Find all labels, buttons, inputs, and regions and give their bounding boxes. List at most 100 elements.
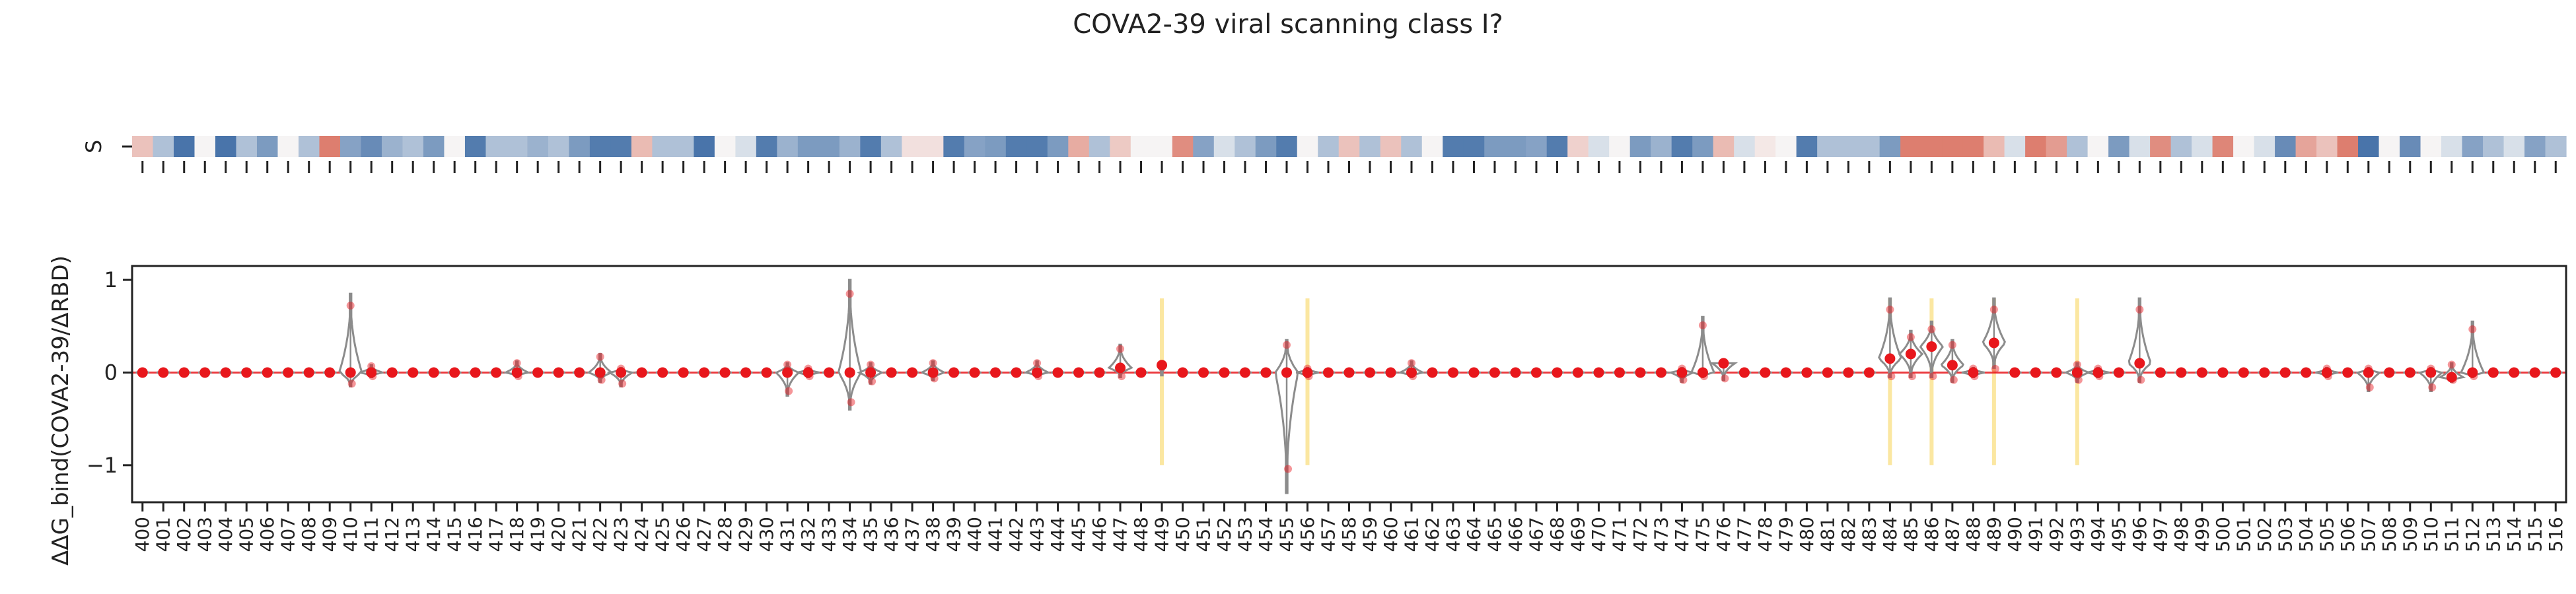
median-point-458 — [1343, 367, 1355, 378]
median-point-415 — [449, 367, 460, 378]
point-high-411 — [367, 362, 376, 370]
heatmap-cell-459 — [1359, 136, 1381, 157]
heatmap-cell-411 — [361, 136, 382, 157]
median-point-401 — [158, 367, 169, 378]
heatmap-cell-510 — [2420, 136, 2442, 157]
heatmap-cell-516 — [2545, 136, 2567, 157]
median-point-455 — [1281, 367, 1293, 378]
median-point-461 — [1406, 367, 1417, 378]
x-tick-label-473: 473 — [1650, 517, 1672, 552]
median-point-448 — [1135, 367, 1147, 378]
point-low-494 — [2095, 372, 2104, 381]
x-tick-label-495: 495 — [2108, 517, 2129, 552]
heatmap-cell-409 — [319, 136, 341, 157]
heatmap-cell-429 — [735, 136, 757, 157]
heatmap-cell-505 — [2316, 136, 2338, 157]
x-tick-label-511: 511 — [2441, 517, 2462, 552]
point-low-461 — [1408, 372, 1417, 381]
median-point-479 — [1780, 367, 1791, 378]
x-tick-label-408: 408 — [298, 517, 320, 552]
heatmap-cell-444 — [1047, 136, 1069, 157]
x-tick-label-446: 446 — [1089, 517, 1110, 552]
median-point-503 — [2279, 367, 2291, 378]
point-low-489 — [1991, 364, 1999, 373]
point-low-447 — [1118, 372, 1126, 381]
x-tick-label-448: 448 — [1130, 517, 1152, 552]
median-point-493 — [2071, 367, 2083, 378]
heatmap-cell-457 — [1318, 136, 1340, 157]
x-tick-label-443: 443 — [1026, 517, 1048, 552]
point-low-486 — [1929, 372, 1937, 381]
heatmap-cell-418 — [506, 136, 528, 157]
median-point-496 — [2134, 358, 2145, 369]
median-point-510 — [2425, 367, 2437, 378]
x-tick-label-400: 400 — [131, 517, 153, 552]
heatmap-cell-406 — [256, 136, 279, 157]
x-tick-label-482: 482 — [1838, 517, 1859, 552]
x-tick-label-464: 464 — [1463, 517, 1485, 552]
median-point-433 — [824, 367, 835, 378]
point-high-489 — [1989, 305, 1998, 314]
x-tick-label-423: 423 — [610, 517, 632, 552]
x-tick-label-429: 429 — [735, 517, 757, 552]
heatmap-cell-440 — [964, 136, 985, 157]
x-tick-label-407: 407 — [277, 517, 299, 552]
point-low-511 — [2449, 376, 2457, 384]
median-point-446 — [1094, 367, 1105, 378]
median-point-457 — [1323, 367, 1334, 378]
x-tick-label-454: 454 — [1255, 517, 1277, 552]
point-high-484 — [1886, 305, 1894, 314]
median-point-421 — [574, 367, 585, 378]
heatmap-cell-432 — [797, 136, 819, 157]
heatmap-cell-431 — [777, 136, 799, 157]
median-point-432 — [803, 367, 814, 378]
heatmap-cell-462 — [1421, 136, 1443, 157]
heatmap-cell-428 — [714, 136, 736, 157]
heatmap-cell-515 — [2524, 136, 2546, 157]
point-low-493 — [2074, 376, 2083, 384]
median-point-491 — [2030, 367, 2041, 378]
heatmap-cell-493 — [2067, 136, 2089, 157]
x-tick-label-494: 494 — [2087, 517, 2109, 552]
heatmap-cell-436 — [880, 136, 902, 157]
x-tick-label-437: 437 — [902, 517, 923, 552]
heatmap-cell-470 — [1588, 136, 1610, 157]
heatmap-cell-401 — [153, 136, 174, 157]
heatmap-cell-405 — [236, 136, 258, 157]
x-tick-label-419: 419 — [527, 517, 549, 552]
x-tick-label-424: 424 — [631, 517, 653, 552]
median-point-407 — [283, 367, 294, 378]
median-point-404 — [220, 367, 231, 378]
median-point-482 — [1843, 367, 1854, 378]
heatmap-x-ticks — [141, 161, 2557, 173]
x-tick-label-449: 449 — [1151, 517, 1173, 552]
x-tick-label-406: 406 — [256, 517, 278, 552]
point-high-475 — [1698, 321, 1707, 329]
heatmap-cell-416 — [464, 136, 487, 157]
heatmap-cell-422 — [589, 136, 612, 157]
median-point-427 — [699, 367, 710, 378]
x-tick-label-468: 468 — [1546, 517, 1568, 552]
x-tick-label-466: 466 — [1505, 517, 1526, 552]
median-point-474 — [1676, 367, 1688, 378]
heatmap-cell-419 — [527, 136, 549, 157]
heatmap-cell-489 — [1984, 136, 2005, 157]
median-point-438 — [927, 367, 939, 378]
median-point-453 — [1240, 367, 1251, 378]
median-point-480 — [1801, 367, 1812, 378]
heatmap-cell-400 — [132, 136, 154, 157]
median-point-417 — [491, 367, 502, 378]
median-point-497 — [2155, 367, 2166, 378]
point-high-443 — [1033, 359, 1042, 368]
x-tick-label-483: 483 — [1858, 517, 1880, 552]
median-point-410 — [345, 367, 356, 378]
x-tick-label-405: 405 — [236, 517, 258, 552]
x-tick-label-470: 470 — [1588, 517, 1610, 552]
point-high-505 — [2322, 364, 2331, 373]
point-high-410 — [346, 302, 355, 310]
x-tick-label-431: 431 — [777, 517, 799, 552]
median-point-440 — [969, 367, 980, 378]
median-point-483 — [1863, 367, 1875, 378]
heatmap-cell-404 — [215, 136, 237, 157]
x-tick-label-457: 457 — [1318, 517, 1340, 552]
